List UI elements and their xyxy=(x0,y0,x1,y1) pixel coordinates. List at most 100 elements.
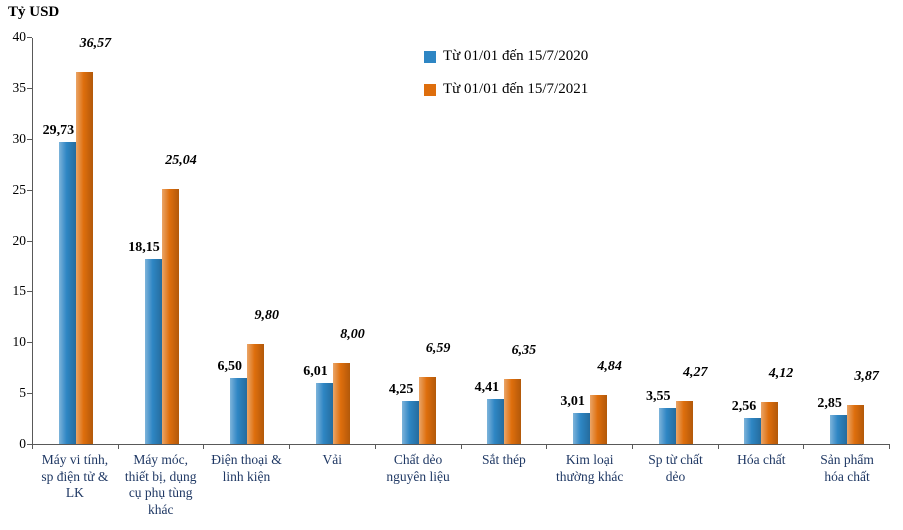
bar-wrap: 25,04 xyxy=(161,153,197,444)
x-axis-tick xyxy=(374,444,376,449)
bar-value-label: 4,84 xyxy=(597,358,622,374)
bar-group: 29,73 36,57 xyxy=(33,36,119,445)
bar-2021 xyxy=(504,379,522,444)
y-axis-tick xyxy=(27,138,32,140)
bar-value-label: 3,01 xyxy=(560,394,585,410)
bar-2021 xyxy=(247,344,265,444)
bar-value-label: 6,35 xyxy=(511,343,537,359)
bar-group: 18,15 25,04 xyxy=(119,38,205,444)
bar-2020 xyxy=(230,377,248,445)
y-tick-label: 35 xyxy=(12,79,27,95)
bar-value-label: 9,80 xyxy=(254,308,280,324)
bar-value-label: 2,56 xyxy=(731,398,757,414)
bar-value-label: 6,50 xyxy=(217,358,243,374)
bar-2021 xyxy=(418,376,436,445)
bar-value-label: 25,04 xyxy=(165,153,197,169)
category-label: Sắt thép xyxy=(481,452,526,467)
bar-group: 3,55 4,27 xyxy=(633,38,719,445)
bar-value-label: 6,01 xyxy=(303,363,328,379)
category-label: Vải xyxy=(322,452,343,467)
bar-2020 xyxy=(487,399,505,444)
legend-item-2021: Từ 01/01 đến 15/7/2021 xyxy=(424,81,588,98)
bar-2020 xyxy=(315,382,333,445)
y-axis-tick xyxy=(27,240,32,242)
y-axis-tick xyxy=(27,291,32,293)
bar-value-label: 8,00 xyxy=(340,326,365,342)
x-axis-tick xyxy=(460,444,462,449)
bar-wrap: 3,01 xyxy=(560,394,591,444)
bar-wrap: 29,73 xyxy=(43,123,76,444)
y-axis-tick xyxy=(27,393,32,395)
bar-group: 2,85 3,87 xyxy=(804,38,890,445)
bar-wrap: 6,01 xyxy=(303,364,333,445)
bar-wrap: 3,87 xyxy=(847,369,879,445)
bar-group: 3,01 4,84 xyxy=(547,38,633,445)
y-axis-tick xyxy=(27,189,32,191)
x-axis-tick xyxy=(546,444,548,449)
bar-group: 4,41 6,35 xyxy=(462,38,548,444)
bar-2020 xyxy=(401,400,419,445)
bar-2021 xyxy=(761,402,779,444)
bar-group: 4,25 6,59 xyxy=(376,38,462,445)
x-axis-labels: Máy vi tính, sp điện tử & LK Máy móc, thi… xyxy=(32,452,890,519)
bar-2021 xyxy=(590,394,608,445)
y-axis-title: Tỷ USD xyxy=(8,4,60,20)
plot-area: 29,73 36,57 18,15 25,04 6,50 9,80 6,01 8,00 4,25… xyxy=(32,36,890,449)
x-axis-tick xyxy=(803,444,805,449)
y-tick-label: 40 xyxy=(12,29,27,44)
bar-2020 xyxy=(144,259,162,444)
legend-label-2021: Từ 01/01 đến 15/7/2021 xyxy=(443,81,589,97)
bar-value-label: 3,87 xyxy=(854,368,879,384)
y-axis-tick xyxy=(27,444,32,445)
y-axis-tick xyxy=(27,87,32,89)
bar-wrap: 2,85 xyxy=(817,396,848,444)
x-axis-tick xyxy=(631,444,633,449)
bar-wrap: 9,80 xyxy=(247,308,279,444)
bar-2020 xyxy=(744,417,762,445)
bar-group: 2,56 4,12 xyxy=(719,38,805,445)
bar-2021 xyxy=(675,400,693,445)
category-label: Điện thoại & linh kiện xyxy=(211,452,282,484)
category-label: Sản phẩm hóa chất xyxy=(820,452,874,484)
bar-wrap: 4,41 xyxy=(475,380,505,444)
y-tick-label: 10 xyxy=(12,334,27,350)
bar-wrap: 4,12 xyxy=(761,366,793,444)
bar-2021 xyxy=(75,71,93,445)
y-axis-tick xyxy=(27,37,32,38)
bar-wrap: 18,15 xyxy=(128,240,162,444)
y-tick-label: 20 xyxy=(12,232,27,248)
bar-group: 6,50 9,80 xyxy=(204,38,290,445)
bar-wrap: 4,27 xyxy=(675,365,708,445)
bar-wrap: 4,84 xyxy=(590,359,622,445)
category-label: Hóa chất xyxy=(737,452,786,467)
bar-value-label: 4,12 xyxy=(768,366,794,382)
x-axis-tick xyxy=(889,444,890,449)
bar-2020 xyxy=(658,407,676,445)
legend-item-2020: Từ 01/01 đến 15/7/2020 xyxy=(424,48,588,65)
bar-2020 xyxy=(58,141,76,444)
x-axis-tick xyxy=(117,444,119,449)
bar-2020 xyxy=(830,415,848,444)
bar-2021 xyxy=(161,189,179,444)
bar-wrap: 8,00 xyxy=(332,327,365,445)
bar-group: 6,01 8,00 xyxy=(290,38,376,445)
bar-wrap: 36,57 xyxy=(75,36,111,445)
x-axis-tick xyxy=(289,444,291,449)
legend-label-2020: Từ 01/01 đến 15/7/2020 xyxy=(443,48,589,64)
x-axis-tick xyxy=(717,444,719,449)
x-axis-tick xyxy=(203,444,205,449)
legend: Từ 01/01 đến 15/7/2020 Từ 01/01 đến 15/7… xyxy=(424,48,588,98)
legend-swatch-2021 xyxy=(424,83,436,96)
bar-wrap: 2,56 xyxy=(732,399,762,445)
bar-value-label: 18,15 xyxy=(128,240,160,256)
y-tick-label: 5 xyxy=(19,385,26,401)
bar-2021 xyxy=(847,404,865,445)
bar-value-label: 2,85 xyxy=(817,396,842,412)
category-label: Máy móc, thiết bị, dụng cụ phụ tùng khác xyxy=(124,452,197,518)
category-label: Sp từ chất dẻo xyxy=(648,452,703,484)
bar-value-label: 36,57 xyxy=(79,35,112,51)
bar-wrap: 4,25 xyxy=(389,382,419,445)
category-label: Chất dẻo nguyên liệu xyxy=(386,452,450,484)
bar-wrap: 6,35 xyxy=(504,343,536,444)
